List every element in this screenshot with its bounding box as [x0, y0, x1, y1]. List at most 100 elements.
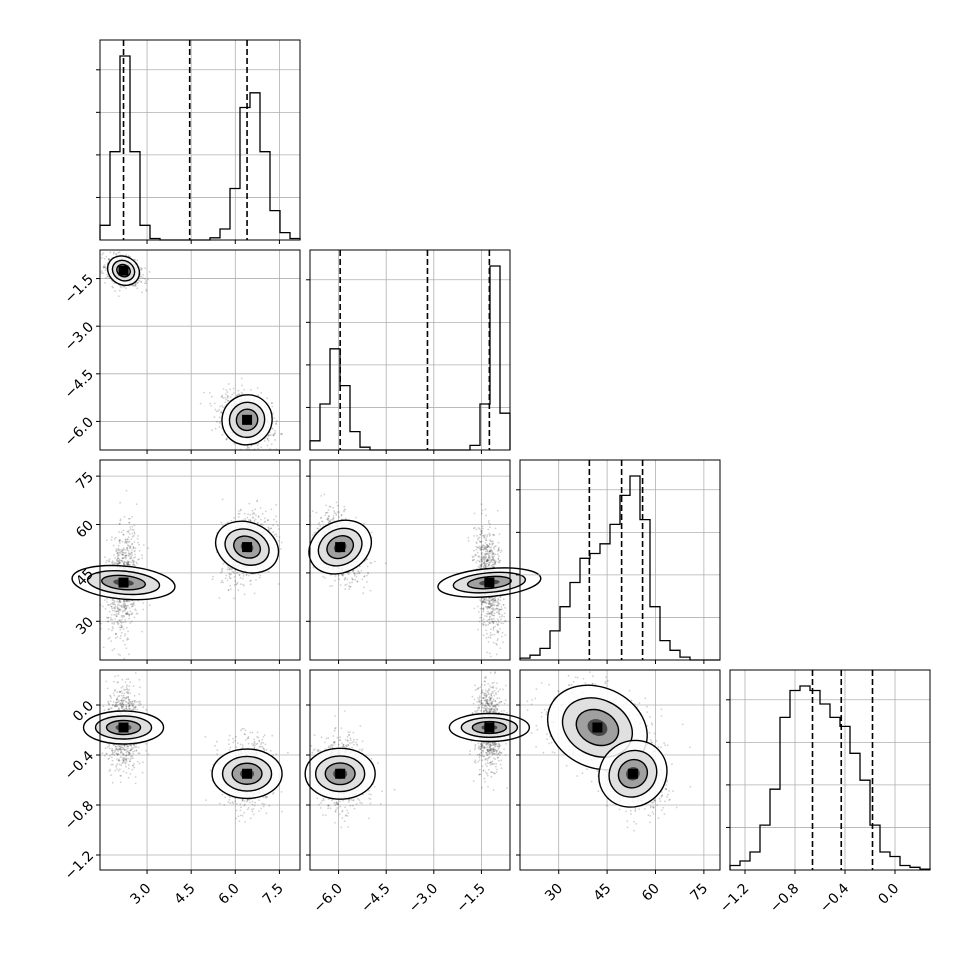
scatter-point	[108, 258, 110, 260]
y-tick-label: −6.0	[62, 414, 97, 449]
scatter-point	[230, 568, 233, 571]
scatter-point	[255, 514, 257, 517]
scatter-point	[222, 581, 224, 584]
scatter-point	[220, 521, 223, 524]
scatter-point	[221, 404, 224, 407]
scatter-point	[111, 629, 113, 632]
scatter-point	[117, 562, 120, 565]
scatter-point	[495, 642, 497, 645]
scatter-point	[321, 520, 324, 523]
scatter-point	[124, 643, 126, 646]
scatter-point	[500, 608, 502, 611]
scatter-point	[366, 581, 368, 583]
scatter-point	[116, 555, 119, 558]
scatter-point	[125, 254, 127, 256]
scatter-point	[228, 577, 231, 580]
scatter-point	[102, 265, 105, 268]
scatter-point	[498, 555, 500, 558]
scatter-point	[110, 613, 113, 616]
scatter-point	[478, 536, 481, 539]
scatter-point	[137, 535, 140, 537]
scatter-point	[319, 525, 322, 527]
scatter-point	[473, 607, 476, 610]
scatter-point	[214, 427, 217, 430]
scatter-point	[257, 447, 260, 450]
scatter-point	[250, 444, 253, 447]
scatter-point	[112, 252, 115, 255]
scatter-point	[257, 394, 259, 396]
scatter-point	[124, 621, 127, 623]
scatter-point	[118, 539, 121, 542]
scatter-point	[116, 635, 119, 638]
y-tick-label: 60	[73, 517, 97, 541]
scatter-point	[493, 617, 495, 620]
scatter-point	[273, 432, 276, 435]
scatter-point	[138, 279, 141, 282]
scatter-point	[106, 597, 109, 600]
panel-frame	[99, 39, 301, 241]
scatter-point	[495, 607, 498, 610]
scatter-point	[111, 599, 114, 602]
scatter-point	[232, 571, 235, 573]
scatter-point	[258, 576, 261, 579]
scatter-point	[349, 586, 352, 588]
scatter-point	[245, 574, 248, 577]
scatter-point	[485, 637, 488, 639]
scatter-point	[481, 527, 484, 530]
scatter-point	[137, 541, 139, 544]
scatter-point	[120, 618, 123, 621]
scatter-point	[218, 426, 221, 428]
scatter-point	[261, 512, 264, 515]
scatter-point	[131, 605, 133, 608]
scatter-point	[243, 388, 246, 391]
scatter-point	[217, 410, 220, 412]
scatter-point	[127, 630, 129, 633]
scatter-point	[233, 517, 235, 519]
density-peak	[118, 265, 129, 276]
scatter-point	[211, 578, 214, 581]
scatter-point	[118, 599, 121, 602]
scatter-point	[122, 639, 125, 642]
scatter-point	[130, 613, 132, 615]
scatter-point	[127, 255, 130, 257]
scatter-point	[502, 641, 504, 643]
scatter-point	[135, 612, 138, 615]
scatter-point	[130, 561, 132, 564]
scatter-point	[130, 620, 133, 623]
scatter-point	[218, 422, 221, 425]
scatter-point	[107, 275, 109, 278]
scatter-point	[233, 597, 235, 600]
scatter-point	[136, 281, 139, 284]
scatter-point	[241, 384, 243, 387]
scatter-point	[484, 545, 487, 548]
scatter-point	[134, 284, 136, 286]
scatter-point	[117, 613, 120, 616]
scatter-point	[233, 575, 236, 578]
scatter-point	[359, 572, 361, 574]
scatter-point	[234, 580, 237, 583]
scatter-point	[127, 538, 129, 541]
scatter-point	[113, 614, 115, 616]
scatter-point	[113, 561, 116, 564]
scatter-point	[135, 609, 137, 612]
scatter-point	[111, 285, 114, 288]
scatter-point	[487, 623, 490, 626]
panel-2-1	[306, 459, 542, 664]
scatter-point	[145, 290, 148, 292]
scatter-point	[124, 633, 126, 635]
scatter-point	[127, 653, 130, 656]
scatter-point	[111, 536, 113, 538]
scatter-point	[132, 602, 135, 605]
scatter-point	[311, 510, 314, 512]
scatter-point	[264, 517, 266, 520]
scatter-point	[232, 392, 235, 394]
scatter-point	[215, 410, 218, 413]
scatter-point	[266, 438, 269, 440]
scatter-point	[128, 533, 131, 535]
scatter-point	[109, 251, 112, 254]
scatter-point	[114, 603, 117, 606]
scatter-point	[260, 446, 262, 448]
scatter-point	[140, 281, 143, 283]
scatter-point	[268, 528, 270, 531]
scatter-point	[487, 641, 490, 643]
